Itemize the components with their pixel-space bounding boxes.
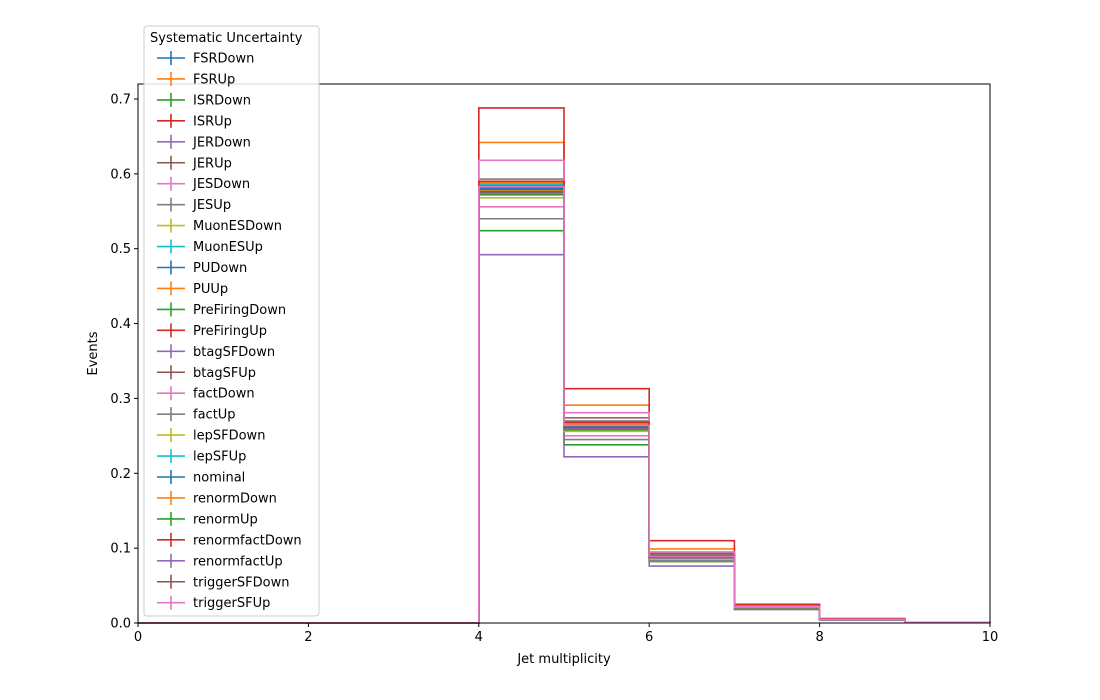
y-tick-label: 0.0 — [110, 617, 131, 632]
legend-label: factUp — [193, 408, 236, 423]
legend-item-renormfactdown: renormfactDown — [157, 532, 302, 548]
y-tick-label: 0.6 — [110, 167, 131, 182]
legend-label: lepSFDown — [193, 429, 265, 444]
legend-label: FSRDown — [193, 52, 254, 67]
legend-label: PreFiringUp — [193, 324, 267, 339]
y-tick-label: 0.3 — [110, 392, 131, 407]
legend-item-fsrdown: FSRDown — [157, 51, 254, 67]
legend-item-pudown: PUDown — [157, 260, 247, 276]
legend-label: MuonESDown — [193, 219, 282, 234]
y-tick-label: 0.2 — [110, 467, 131, 482]
legend-label: renormUp — [193, 512, 258, 527]
legend-item-muonesup: MuonESUp — [157, 239, 263, 255]
x-axis: 0 2 4 6 8 10 — [134, 623, 998, 645]
legend-item-nominal: nominal — [157, 470, 245, 486]
legend-item-renormdown: renormDown — [157, 490, 277, 506]
legend-item-fsrup: FSRUp — [157, 71, 235, 87]
legend-item-jerup: JERUp — [157, 155, 232, 171]
legend-label: nominal — [193, 471, 245, 486]
y-tick-label: 0.7 — [110, 92, 131, 107]
legend-item-renormup: renormUp — [157, 511, 258, 527]
legend-label: PUUp — [193, 282, 228, 297]
legend-label: ISRUp — [193, 114, 232, 129]
legend-label: triggerSFUp — [193, 596, 270, 611]
legend-label: factDown — [193, 387, 255, 402]
legend-item-isrdown: ISRDown — [157, 92, 251, 108]
legend-box — [143, 25, 320, 617]
y-tick-label: 0.5 — [110, 242, 131, 257]
legend-label: FSRUp — [193, 72, 235, 87]
legend-label: JESUp — [192, 198, 231, 213]
legend-item-factup: factUp — [157, 407, 236, 423]
legend: Systematic Uncertainty FSRDown FSRUp ISRDo… — [143, 25, 320, 617]
x-tick-label: 6 — [645, 630, 653, 645]
legend-label: JERDown — [192, 135, 251, 150]
legend-items: FSRDown FSRUp ISRDown ISRUp JERDown JERUp JESD… — [157, 51, 302, 611]
y-axis: 0.0 0.1 0.2 0.3 0.4 0.5 0.6 0.7 — [110, 92, 138, 632]
x-tick-label: 2 — [304, 630, 312, 645]
legend-item-triggersfup: triggerSFUp — [157, 595, 270, 611]
legend-item-jesdown: JESDown — [157, 176, 250, 192]
y-axis-label: Events — [86, 331, 101, 375]
legend-item-jerdown: JERDown — [157, 134, 251, 150]
y-tick-label: 0.1 — [110, 542, 131, 557]
legend-item-muonesdown: MuonESDown — [157, 218, 282, 234]
legend-item-lepsfdown: lepSFDown — [157, 428, 265, 444]
legend-item-lepsfup: lepSFUp — [157, 449, 246, 465]
legend-label: JESDown — [192, 177, 250, 192]
legend-title: Systematic Uncertainty — [150, 31, 303, 46]
legend-label: btagSFUp — [193, 366, 256, 381]
legend-label: PreFiringDown — [193, 303, 286, 318]
legend-item-btagsfup: btagSFUp — [157, 365, 256, 381]
legend-item-jesup: JESUp — [157, 197, 231, 213]
legend-label: lepSFUp — [193, 450, 246, 465]
legend-item-puup: PUUp — [157, 281, 228, 297]
legend-label: ISRDown — [193, 93, 251, 108]
x-axis-label: Jet multiplicity — [516, 652, 611, 667]
y-tick-label: 0.4 — [110, 317, 131, 332]
legend-label: renormfactUp — [193, 554, 283, 569]
x-tick-label: 0 — [134, 630, 142, 645]
legend-label: renormfactDown — [193, 533, 302, 548]
legend-label: JERUp — [192, 156, 232, 171]
legend-item-isrup: ISRUp — [157, 113, 232, 129]
x-tick-label: 8 — [815, 630, 823, 645]
x-tick-label: 10 — [982, 630, 999, 645]
legend-label: PUDown — [193, 261, 247, 276]
legend-label: renormDown — [193, 491, 277, 506]
legend-item-prefiringdown: PreFiringDown — [157, 302, 286, 318]
legend-item-prefiringup: PreFiringUp — [157, 323, 267, 339]
legend-item-triggersfdown: triggerSFDown — [157, 574, 289, 590]
legend-label: btagSFDown — [193, 345, 275, 360]
legend-label: MuonESUp — [193, 240, 263, 255]
legend-item-factdown: factDown — [157, 386, 255, 402]
legend-label: triggerSFDown — [193, 575, 289, 590]
plot-area-frame — [137, 83, 991, 624]
legend-item-btagsfdown: btagSFDown — [157, 344, 275, 360]
legend-item-renormfactup: renormfactUp — [157, 553, 283, 569]
x-tick-label: 4 — [475, 630, 483, 645]
